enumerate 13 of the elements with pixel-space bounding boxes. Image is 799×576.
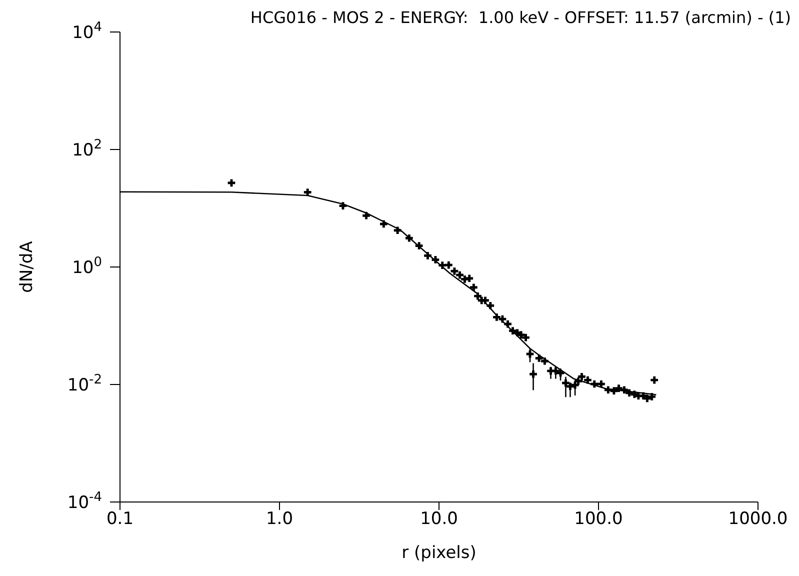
x-axis-title: r (pixels)	[402, 543, 476, 563]
chart-title: HCG016 - MOS 2 - ENERGY: 1.00 keV - OFFSET: 11.57 (arcmin) - (1)	[250, 8, 791, 27]
x-tick-label: 10.0	[420, 509, 458, 530]
y-axis-title: dN/dA	[17, 240, 38, 293]
x-tick-label: 1.0	[266, 509, 294, 530]
y-tick-label: 10$^{-2}$	[67, 372, 102, 396]
x-tick-label: 1000.0	[728, 509, 788, 530]
y-tick-label: 10$^{2}$	[72, 137, 102, 160]
x-tick-label: 100.0	[574, 509, 623, 530]
y-tick-label: 10$^{-4}$	[67, 490, 102, 513]
y-tick-label: 10$^{0}$	[72, 254, 102, 278]
x-tick-label: 0.1	[106, 509, 134, 530]
y-tick-label: 10$^{4}$	[72, 20, 102, 43]
